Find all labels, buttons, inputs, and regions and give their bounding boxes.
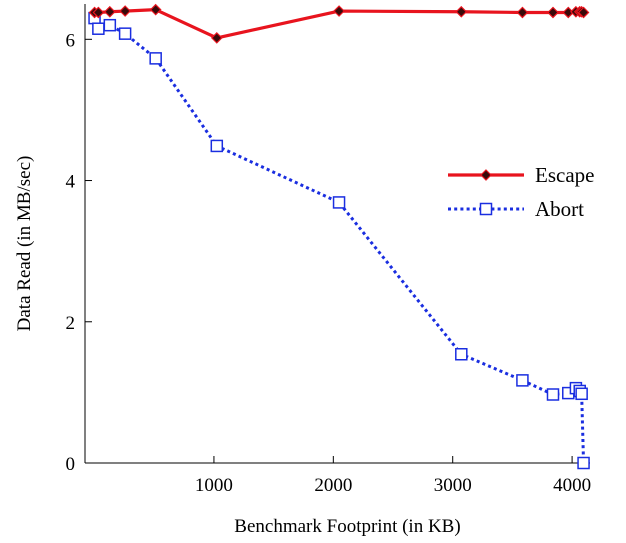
- data-point-abort: [210, 139, 224, 153]
- legend-marker-escape: [480, 169, 492, 181]
- axes: [84, 4, 590, 464]
- legend-marker-abort: [479, 202, 493, 216]
- y-tick-label: 2: [66, 313, 76, 334]
- series-line-abort: [93, 17, 586, 464]
- data-point-abort: [516, 374, 529, 387]
- y-axis-title: Data Read (in MB/sec): [14, 156, 35, 332]
- data-point-escape: [455, 5, 468, 18]
- x-tick-label: 4000: [553, 475, 591, 496]
- legend-label-escape: Escape: [535, 163, 594, 187]
- data-point-abort: [92, 22, 105, 35]
- data-point-abort: [546, 388, 560, 401]
- y-tick-label: 0: [66, 454, 76, 475]
- data-point-escape: [149, 3, 162, 16]
- x-axis-title: Benchmark Footprint (in KB): [234, 516, 460, 537]
- legend: Escape Abort: [448, 163, 594, 221]
- data-point-escape: [577, 6, 590, 19]
- x-tick-label: 1000: [195, 475, 233, 496]
- y-tick-label: 4: [66, 172, 76, 193]
- data-point-abort: [575, 387, 588, 401]
- x-tick-label: 2000: [314, 475, 352, 496]
- y-tick-label: 6: [66, 30, 76, 51]
- data-point-escape: [119, 5, 131, 17]
- data-point-abort: [118, 27, 132, 40]
- series-layer: [88, 3, 590, 470]
- data-point-escape: [547, 6, 559, 19]
- data-point-abort: [103, 18, 117, 32]
- data-point-abort: [455, 348, 468, 361]
- data-point-escape: [210, 32, 223, 44]
- data-point-abort: [149, 52, 162, 65]
- data-point-escape: [103, 5, 116, 18]
- data-point-abort: [332, 196, 346, 209]
- x-tick-label: 3000: [434, 475, 472, 496]
- data-point-escape: [333, 5, 345, 17]
- data-point-escape: [516, 6, 529, 19]
- legend-label-abort: Abort: [535, 197, 584, 221]
- data-point-escape: [92, 6, 105, 19]
- ticks: 1000 2000 3000 4000 0 2 4 6: [66, 30, 592, 496]
- data-point-abort: [577, 456, 590, 470]
